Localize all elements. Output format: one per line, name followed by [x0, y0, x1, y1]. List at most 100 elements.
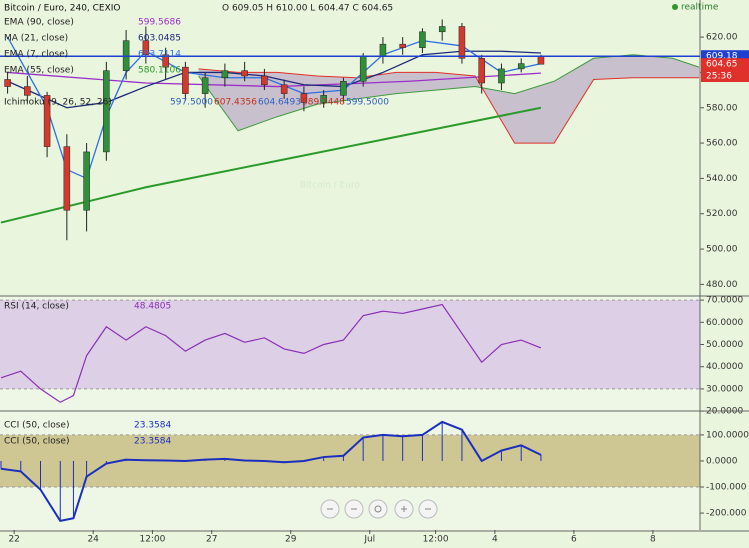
x-tick-label: 8: [650, 535, 656, 545]
status-dot: [672, 4, 678, 10]
legend-value: 48.4805: [134, 302, 171, 312]
candle-body: [83, 151, 90, 211]
y-tick-label: 480.00: [706, 280, 738, 290]
candle-body: [320, 95, 327, 103]
legend-value: 599.5000: [346, 98, 389, 108]
y-tick-label: 0.0000: [706, 456, 738, 466]
candle-body: [399, 43, 406, 48]
y-tick-label: 100.0000: [706, 430, 749, 440]
zoom-button-circle: [368, 499, 388, 519]
legend-value: 607.4356: [214, 98, 257, 108]
legend-label: EMA (7, close): [4, 50, 68, 60]
y-tick-label: 540.00: [706, 174, 738, 184]
candle-body: [241, 70, 248, 77]
price-tag-label: 609.18: [706, 52, 738, 62]
y-tick-label: 30.0000: [706, 384, 743, 394]
indicator-line: [7, 71, 542, 88]
band: [0, 300, 700, 389]
y-tick-label: 20.0000: [706, 407, 743, 417]
x-tick-label: 22: [8, 535, 19, 545]
legend-label: MA (21, close): [4, 34, 68, 44]
watermark: Bitcoin / Euro: [300, 181, 361, 191]
candle-body: [359, 56, 367, 82]
x-tick-label: 6: [571, 535, 577, 545]
candle-body: [43, 95, 51, 147]
y-tick-label: -100.000: [706, 483, 747, 493]
candle-body: [201, 77, 209, 94]
legend-value: 599.5686: [138, 18, 181, 28]
ohlc: O 609.05 H 610.00 L 604.47 C 604.65: [222, 4, 393, 14]
y-tick-label: 500.00: [706, 245, 738, 255]
legend-value: 603.7114: [138, 50, 181, 60]
zoom-button[interactable]: [344, 499, 364, 519]
candle-body: [498, 68, 505, 84]
legend-value: 589.7448: [302, 98, 345, 108]
candle-body: [103, 70, 110, 153]
candle-body: [340, 81, 347, 96]
x-tick-label: 12:00: [139, 535, 165, 545]
indicator-line: [0, 106, 542, 224]
band: [0, 434, 700, 488]
y-tick-label: 560.00: [706, 139, 738, 149]
y-tick-label: 520.00: [706, 209, 738, 219]
candle-body: [162, 54, 169, 68]
header-bg: [0, 1, 150, 15]
legend-label: Ichimoku (9, 26, 52, 26): [4, 98, 112, 108]
zoom-icon: [374, 505, 382, 513]
x-tick-label: 27: [206, 535, 217, 545]
x-tick-label: 4: [492, 535, 498, 545]
candle-body: [24, 86, 31, 96]
zoom-button[interactable]: [418, 499, 438, 519]
candle-body: [4, 79, 11, 87]
y-tick-label: 60.0000: [706, 318, 743, 328]
rsi-line: [0, 303, 542, 403]
zoom-button[interactable]: [320, 499, 340, 519]
legend-label: RSI (14, close): [4, 302, 69, 312]
legend-label: CCI (50, close): [4, 421, 69, 431]
span-a-line: [198, 54, 700, 132]
legend-value: 23.3584: [134, 421, 171, 431]
countdown-box: [701, 70, 749, 82]
countdown: 25:36: [706, 72, 732, 82]
zoom-button[interactable]: [394, 499, 414, 519]
candle-body: [63, 146, 71, 211]
candle-body: [280, 84, 288, 94]
candle-body: [182, 66, 189, 94]
y-tick-label: 620.00: [706, 33, 738, 43]
x-tick-label: 29: [285, 535, 297, 545]
y-tick-label: 580.00: [706, 103, 738, 113]
candle-body: [379, 43, 387, 57]
x-tick-label: 12:00: [423, 535, 449, 545]
legend-label: EMA (55, close): [4, 66, 74, 76]
cloud-fill: [198, 54, 699, 144]
candle-body: [300, 93, 308, 103]
candle-body: [419, 31, 426, 48]
x-tick-label: 24: [87, 535, 99, 545]
x-tick-label: Jul: [363, 535, 375, 545]
candle-body: [261, 75, 268, 86]
y-tick-label: 70.0000: [706, 296, 743, 306]
candle-body: [478, 58, 485, 84]
span-b-line: [198, 68, 699, 144]
price-tag: [701, 58, 749, 71]
candle-body: [142, 40, 150, 56]
legend-label: CCI (50, close): [4, 437, 69, 447]
legend-value: 597.5000: [170, 98, 213, 108]
y-tick-label: 50.0000: [706, 340, 743, 350]
zoom-button[interactable]: [368, 499, 388, 519]
legend-value: 604.6493: [258, 98, 301, 108]
status: realtime: [681, 3, 719, 13]
chart-title: Bitcoin / Euro, 240, CEXIO: [4, 4, 121, 14]
legend-value: 603.0485: [138, 34, 181, 44]
y-tick-label: 40.0000: [706, 362, 743, 372]
y-tick-label: -200.000: [706, 509, 747, 519]
candle-body: [517, 63, 525, 70]
legend-value: 23.3584: [134, 437, 171, 447]
candle-body: [458, 26, 466, 59]
candle-body: [537, 56, 545, 65]
cci-line: [0, 420, 542, 522]
price-tag-label: 604.65: [706, 60, 738, 70]
legend-value: 580.1106: [138, 66, 181, 76]
candle-body: [221, 70, 229, 78]
